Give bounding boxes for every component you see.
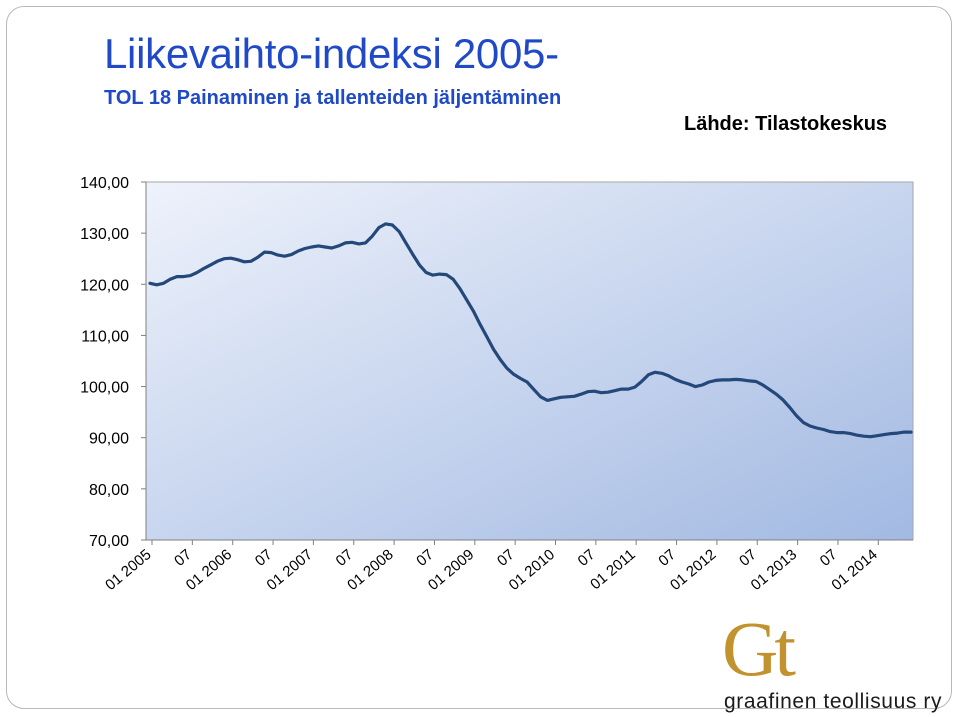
y-tick-label: 70,00 <box>89 533 129 550</box>
y-tick-label: 90,00 <box>89 431 129 448</box>
source-label: Lähde: Tilastokeskus <box>684 113 888 135</box>
x-tick-label: 01 2009 <box>425 546 477 594</box>
x-tick-label: 07 <box>413 546 437 570</box>
page-title: Liikevaihto-indeksi 2005- <box>104 30 559 77</box>
series-line <box>148 222 913 439</box>
y-tick-label: 130,00 <box>80 226 129 243</box>
x-tick-label: 01 2005 <box>102 546 154 594</box>
y-tick-label: 140,00 <box>80 175 129 192</box>
x-tick-label: 07 <box>575 546 599 570</box>
y-tick-label: 120,00 <box>80 277 129 294</box>
x-tick-label: 07 <box>494 546 518 570</box>
chart-axes <box>141 181 913 545</box>
x-tick-label: 07 <box>736 546 760 570</box>
plot-area <box>145 181 914 541</box>
x-tick-label: 01 2014 <box>828 546 880 594</box>
x-tick-label: 01 2013 <box>748 546 800 594</box>
x-tick-label: 01 2011 <box>587 546 639 593</box>
y-tick-label: 110,00 <box>81 328 129 345</box>
logo-mark: Gt <box>722 605 796 692</box>
x-tick-label: 07 <box>817 546 841 570</box>
logo-text: graafinen teollisuus ry <box>724 690 943 713</box>
x-tick-label: 07 <box>333 546 357 570</box>
x-tick-label: 01 2006 <box>183 546 235 594</box>
slide-frame <box>6 6 952 709</box>
x-tick-label: 01 2007 <box>263 546 315 594</box>
page-subtitle: TOL 18 Painaminen ja tallenteiden jäljen… <box>104 87 562 109</box>
x-tick-label: 01 2010 <box>506 546 558 594</box>
y-tick-label: 80,00 <box>89 482 129 499</box>
x-tick-label: 07 <box>171 546 195 570</box>
x-tick-label: 07 <box>252 546 276 570</box>
y-tick-labels: 70,00 80,00 90,00 100,00 110,00 120,00 130,00 1… <box>80 175 129 550</box>
y-tick-label: 100,00 <box>80 380 129 397</box>
x-tick-label: 01 2012 <box>667 546 719 594</box>
x-tick-label: 07 <box>655 546 679 570</box>
x-tick-label: 01 2008 <box>344 546 396 594</box>
